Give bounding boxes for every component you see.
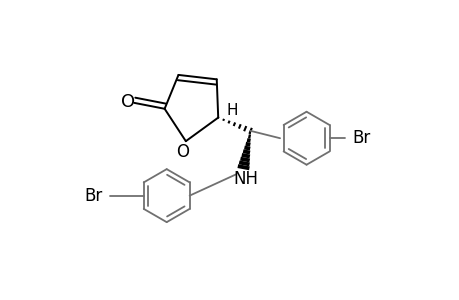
Polygon shape bbox=[247, 134, 251, 139]
Polygon shape bbox=[237, 164, 249, 170]
Text: O: O bbox=[121, 93, 135, 111]
Polygon shape bbox=[241, 153, 250, 158]
Text: O: O bbox=[175, 143, 188, 161]
Polygon shape bbox=[242, 149, 250, 154]
Polygon shape bbox=[240, 157, 250, 162]
Text: NH: NH bbox=[233, 169, 258, 188]
Polygon shape bbox=[244, 146, 250, 151]
Polygon shape bbox=[238, 160, 249, 166]
Text: Br: Br bbox=[352, 129, 369, 147]
Polygon shape bbox=[246, 138, 250, 143]
Text: Br: Br bbox=[84, 187, 102, 205]
Polygon shape bbox=[245, 142, 250, 147]
Polygon shape bbox=[249, 131, 251, 135]
Text: H: H bbox=[226, 103, 238, 118]
